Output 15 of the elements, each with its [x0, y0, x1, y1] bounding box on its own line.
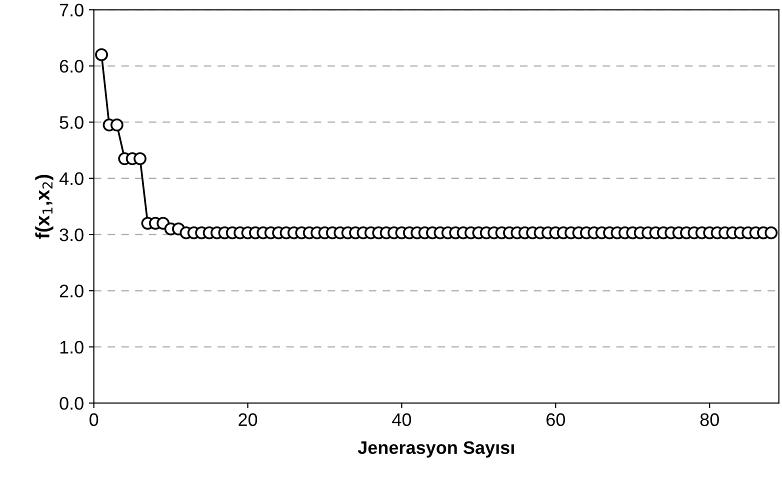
x-tick-label: 20 — [238, 413, 258, 426]
y-tick-label: 7.0 — [60, 4, 84, 16]
y-tick-label: 6.0 — [60, 60, 84, 73]
x-tick-label: 80 — [700, 413, 719, 426]
y-tick-label: 5.0 — [60, 116, 84, 129]
y-tick-label: 3.0 — [60, 228, 84, 242]
y-tick-label: 1.0 — [60, 340, 84, 354]
x-axis-title: Jenerasyon Sayısı — [358, 441, 514, 458]
y-tick-label: 0.0 — [60, 397, 84, 410]
y-axis-title: f(x$_{1}$,x$_{2}$) — [35, 174, 54, 239]
x-tick-label: 0 — [90, 413, 98, 426]
x-tick-label: 60 — [546, 413, 565, 426]
y-tick-label: 4.0 — [59, 172, 84, 186]
y-tick-label: 2.0 — [60, 284, 84, 298]
x-tick-label: 40 — [392, 413, 412, 426]
